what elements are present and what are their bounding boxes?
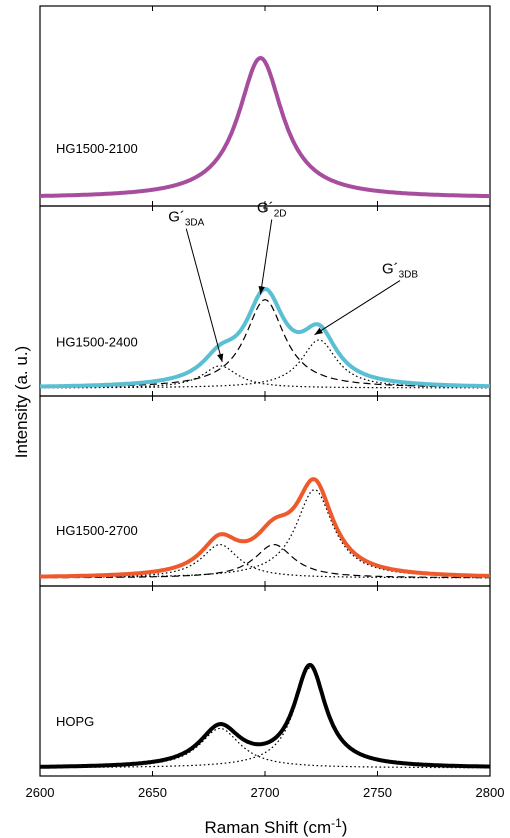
fit-component-2 [40,298,490,388]
fit-component-1 [40,727,490,769]
measured-spectrum [40,477,490,579]
peak-label: G´2D [257,200,286,220]
annotation-arrow-line [185,228,223,363]
peak-label-main: G´ [257,200,274,217]
x-tick-label: 2700 [251,785,280,800]
x-axis-title-main: Raman Shift (cm [205,818,332,837]
panel-plot-area [40,662,490,769]
panel-4: HOPG [39,585,491,777]
panel-frame [39,585,491,777]
annotation-arrow-head [258,286,265,295]
peak-annotation-2: G´2D [257,200,286,295]
x-tick-label: 2750 [363,785,392,800]
x-tick-label: 2600 [26,785,55,800]
annotation-arrow-head [217,353,224,362]
peak-label: G´3DB [382,261,418,281]
panel-label: HG1500-2400 [56,334,138,349]
panel-frame [39,395,491,587]
measured-spectrum [40,56,490,199]
panel-plot-area [40,56,490,199]
panel-frame [39,5,491,207]
peak-label-main: G´ [382,261,399,278]
panel-label: HOPG [56,714,94,729]
x-axis-title: Raman Shift (cm-1) [205,816,348,837]
panel-plot-area [40,477,490,579]
fit-component-3 [40,339,490,389]
x-axis-title-superscript: -1 [331,816,342,830]
measured-spectrum [40,287,490,389]
peak-label-subscript: 3DB [399,270,419,281]
panel-label: HG1500-2100 [56,141,138,156]
panel-frame [39,205,491,397]
fit-component-2 [40,667,490,769]
peak-label-subscript: 2D [274,209,287,220]
annotation-arrow-line [314,280,401,336]
peak-annotation-1: G´3DA [168,209,224,363]
x-tick-label: 2800 [476,785,505,800]
panel-3: HG1500-2700 [39,395,491,587]
panel-label: HG1500-2700 [56,523,138,538]
peak-label-subscript: 3DA [185,218,205,229]
annotation-arrow-head [314,327,323,335]
panel-1: HG1500-2100 [39,5,491,207]
peak-annotation-3: G´3DB [314,261,418,336]
fit-component-1 [40,365,490,389]
x-axis: 2600 2650 2700 2750 2800 [26,785,505,800]
peak-label-main: G´ [168,209,185,226]
x-tick-label: 2650 [138,785,167,800]
x-axis-title-close: ) [342,818,348,837]
panel-plot-area [40,287,490,389]
y-axis-title: Intensity (a. u.) [12,346,31,458]
measured-spectrum [40,662,490,769]
fit-component-2 [40,543,490,579]
peak-label: G´3DA [168,209,204,229]
annotation-arrow-line [260,219,273,295]
